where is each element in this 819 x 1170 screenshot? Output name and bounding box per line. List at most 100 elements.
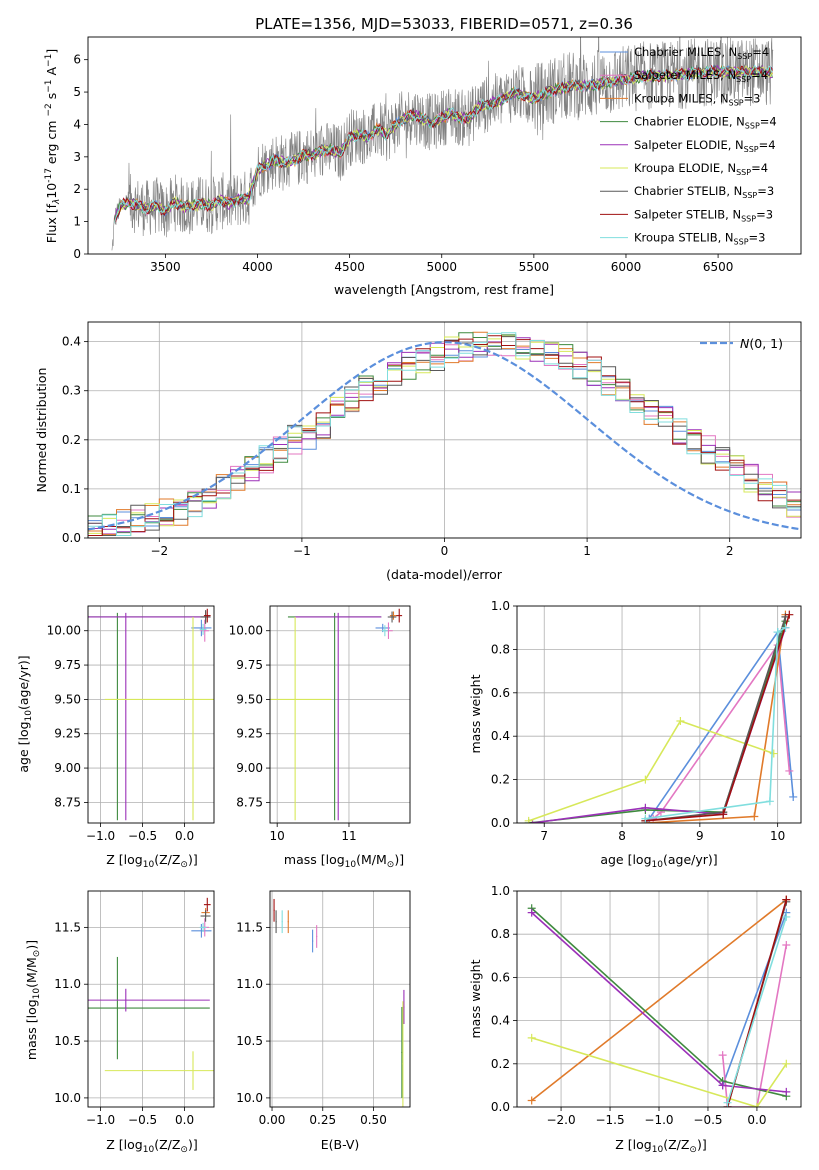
- weight-marker-salpeter-stelib: [719, 810, 728, 819]
- weight-marker-salpeter-elodie: [782, 1087, 791, 1096]
- histogram-salpeter-stelib: [88, 335, 801, 538]
- weight-marker-kroupa-elodie: [782, 1059, 791, 1068]
- axes-frame: [516, 605, 802, 824]
- y-tick-label: 0.4: [491, 729, 510, 743]
- x-tick-label: 9: [696, 829, 704, 843]
- y-tick-label: 1: [73, 215, 81, 229]
- weight-marker-salpeter-elodie: [527, 908, 536, 917]
- plot-area: [270, 891, 410, 1107]
- y-tick-label: 0.8: [491, 642, 510, 656]
- axes-frame: [87, 605, 215, 824]
- y-tick-label: 0: [73, 247, 81, 261]
- y-tick-label: 0.3: [62, 384, 81, 398]
- y-tick-label: 10.0: [236, 1091, 263, 1105]
- x-tick-label: 8: [618, 829, 626, 843]
- y-tick-label: 0.4: [491, 1014, 510, 1028]
- data-spectrum-line: [111, 37, 774, 251]
- y-tick-label: 9.00: [236, 761, 263, 775]
- y-tick-label: 0.0: [491, 1100, 510, 1114]
- y-tick-label: 6: [73, 53, 81, 67]
- y-tick-label: 10.5: [54, 1034, 81, 1048]
- plot-area: [88, 606, 214, 823]
- x-tick-label: 0.0: [747, 1113, 766, 1127]
- x-tick-label: 10: [770, 829, 785, 843]
- model-line-kroupa-stelib: [114, 64, 773, 223]
- y-tick-label: 4: [73, 117, 81, 131]
- x-tick-label: 2: [726, 544, 734, 558]
- y-tick-label: 9.00: [54, 761, 81, 775]
- x-tick-label: 11: [341, 829, 356, 843]
- axes-frame: [87, 890, 215, 1108]
- x-tick-label: 6500: [703, 260, 734, 274]
- x-tick-label: −1: [293, 544, 311, 558]
- weight-marker-kroupa-stelib: [782, 912, 791, 921]
- legend-label-salpeter-miles: Salpeter MILES, NSSP=4: [634, 68, 768, 84]
- weight-marker-salpeter-elodie: [718, 1081, 727, 1090]
- axes-mass-vs-ebv: 0.00 0.25 0.50 10.0 10.5 11.0 11.5 E(B-V): [236, 890, 411, 1152]
- y-tick-label: 0.2: [491, 1057, 510, 1071]
- weight-marker-kroupa-elodie: [527, 1033, 536, 1042]
- histogram-kroupa-stelib: [88, 332, 801, 538]
- x-tick-label: 3500: [150, 260, 181, 274]
- y-tick-label: 0.0: [62, 531, 81, 545]
- weight-marker-salpeter-stelib: [785, 610, 794, 619]
- y-tick-label: 0.4: [62, 335, 81, 349]
- weight-marker-kroupa-elodie: [752, 1103, 761, 1107]
- legend-label-chabrier-miles: Chabrier MILES, NSSP=4: [634, 45, 769, 61]
- axes-frame: [87, 36, 802, 255]
- weight-marker-salpeter-miles: [782, 941, 791, 949]
- weight-marker-salpeter-stelib: [782, 895, 791, 904]
- legend-label-chabrier-elodie: Chabrier ELODIE, NSSP=4: [634, 115, 777, 131]
- plot-area: [517, 606, 801, 823]
- x-tick-label: 7: [540, 829, 548, 843]
- x-axis-label: wavelength [Angstrom, rest frame]: [334, 282, 554, 297]
- y-tick-label: 10.00: [47, 624, 81, 638]
- legend-label-kroupa-miles: Kroupa MILES, NSSP=3: [634, 91, 760, 107]
- legend-label-salpeter-elodie: Salpeter ELODIE, NSSP=4: [634, 138, 776, 154]
- x-tick-label: −1.0: [644, 1113, 673, 1127]
- y-axis-label: Flux [fλ10-17 erg cm −2 s−1 A−1]: [44, 49, 62, 243]
- axes-age-vs-mass: 10 11 8.75 9.00 9.25 9.50 9.75 10.00 mass [log10…: [229, 605, 411, 870]
- y-axis-label: mass [log10(M/M⊙)]: [24, 940, 42, 1060]
- weight-line-kroupa-elodie: [531, 1037, 787, 1107]
- y-tick-label: 11.5: [236, 920, 263, 934]
- weight-marker-kroupa-stelib: [773, 628, 782, 637]
- weight-line-kroupa-stelib: [726, 916, 788, 1103]
- legend-label-kroupa-stelib: Kroupa STELIB, NSSP=3: [634, 231, 765, 247]
- y-tick-label: 9.50: [54, 692, 81, 706]
- legend-label-salpeter-stelib: Salpeter STELIB, NSSP=3: [634, 207, 773, 223]
- model-line-salpeter-elodie: [114, 64, 773, 216]
- y-tick-label: 11.5: [54, 920, 81, 934]
- x-tick-label: −1.5: [595, 1113, 624, 1127]
- x-axis-label: age [log10(age/yr)]: [600, 852, 717, 870]
- gaussian-curve: [88, 341, 801, 531]
- y-tick-label: 3: [73, 150, 81, 164]
- weight-line-salpeter-miles: [652, 642, 791, 820]
- y-tick-label: 10.5: [236, 1034, 263, 1048]
- y-tick-label: 0.6: [491, 970, 510, 984]
- x-tick-label: 1: [583, 544, 591, 558]
- weight-marker-kroupa-elodie: [676, 717, 685, 726]
- x-tick-label: −0.5: [128, 829, 157, 843]
- weight-marker-kroupa-stelib: [781, 623, 790, 632]
- weight-marker-kroupa-stelib: [765, 797, 774, 806]
- y-tick-label: 10.0: [54, 1091, 81, 1105]
- axes-spectrum: 3500 4000 4500 5000 5500 6000 6500 0 1 2 3 4 5 6 PLATE…: [44, 15, 802, 297]
- y-tick-label: 8.75: [236, 795, 263, 809]
- x-axis-label: Z [log10(Z/Z⊙)]: [615, 1137, 706, 1155]
- legend-label-chabrier-stelib: Chabrier STELIB, NSSP=3: [634, 184, 774, 200]
- x-axis-label: Z [log10(Z/Z⊙)]: [106, 852, 197, 870]
- legend-label-kroupa-elodie: Kroupa ELODIE, NSSP=4: [634, 161, 768, 177]
- y-tick-label: 1.0: [491, 599, 510, 613]
- weight-marker-salpeter-elodie: [641, 803, 650, 812]
- weight-line-chabrier-stelib: [645, 616, 787, 822]
- weight-marker-chabrier-miles: [789, 792, 798, 801]
- y-axis-label: mass weight: [468, 674, 483, 753]
- weight-marker-kroupa-elodie: [769, 749, 778, 758]
- x-tick-label: −1.0: [86, 829, 115, 843]
- y-tick-label: 9.75: [54, 658, 81, 672]
- y-tick-label: 9.25: [236, 727, 263, 741]
- x-tick-label: 0.0: [175, 1113, 194, 1127]
- y-tick-label: 0.2: [62, 433, 81, 447]
